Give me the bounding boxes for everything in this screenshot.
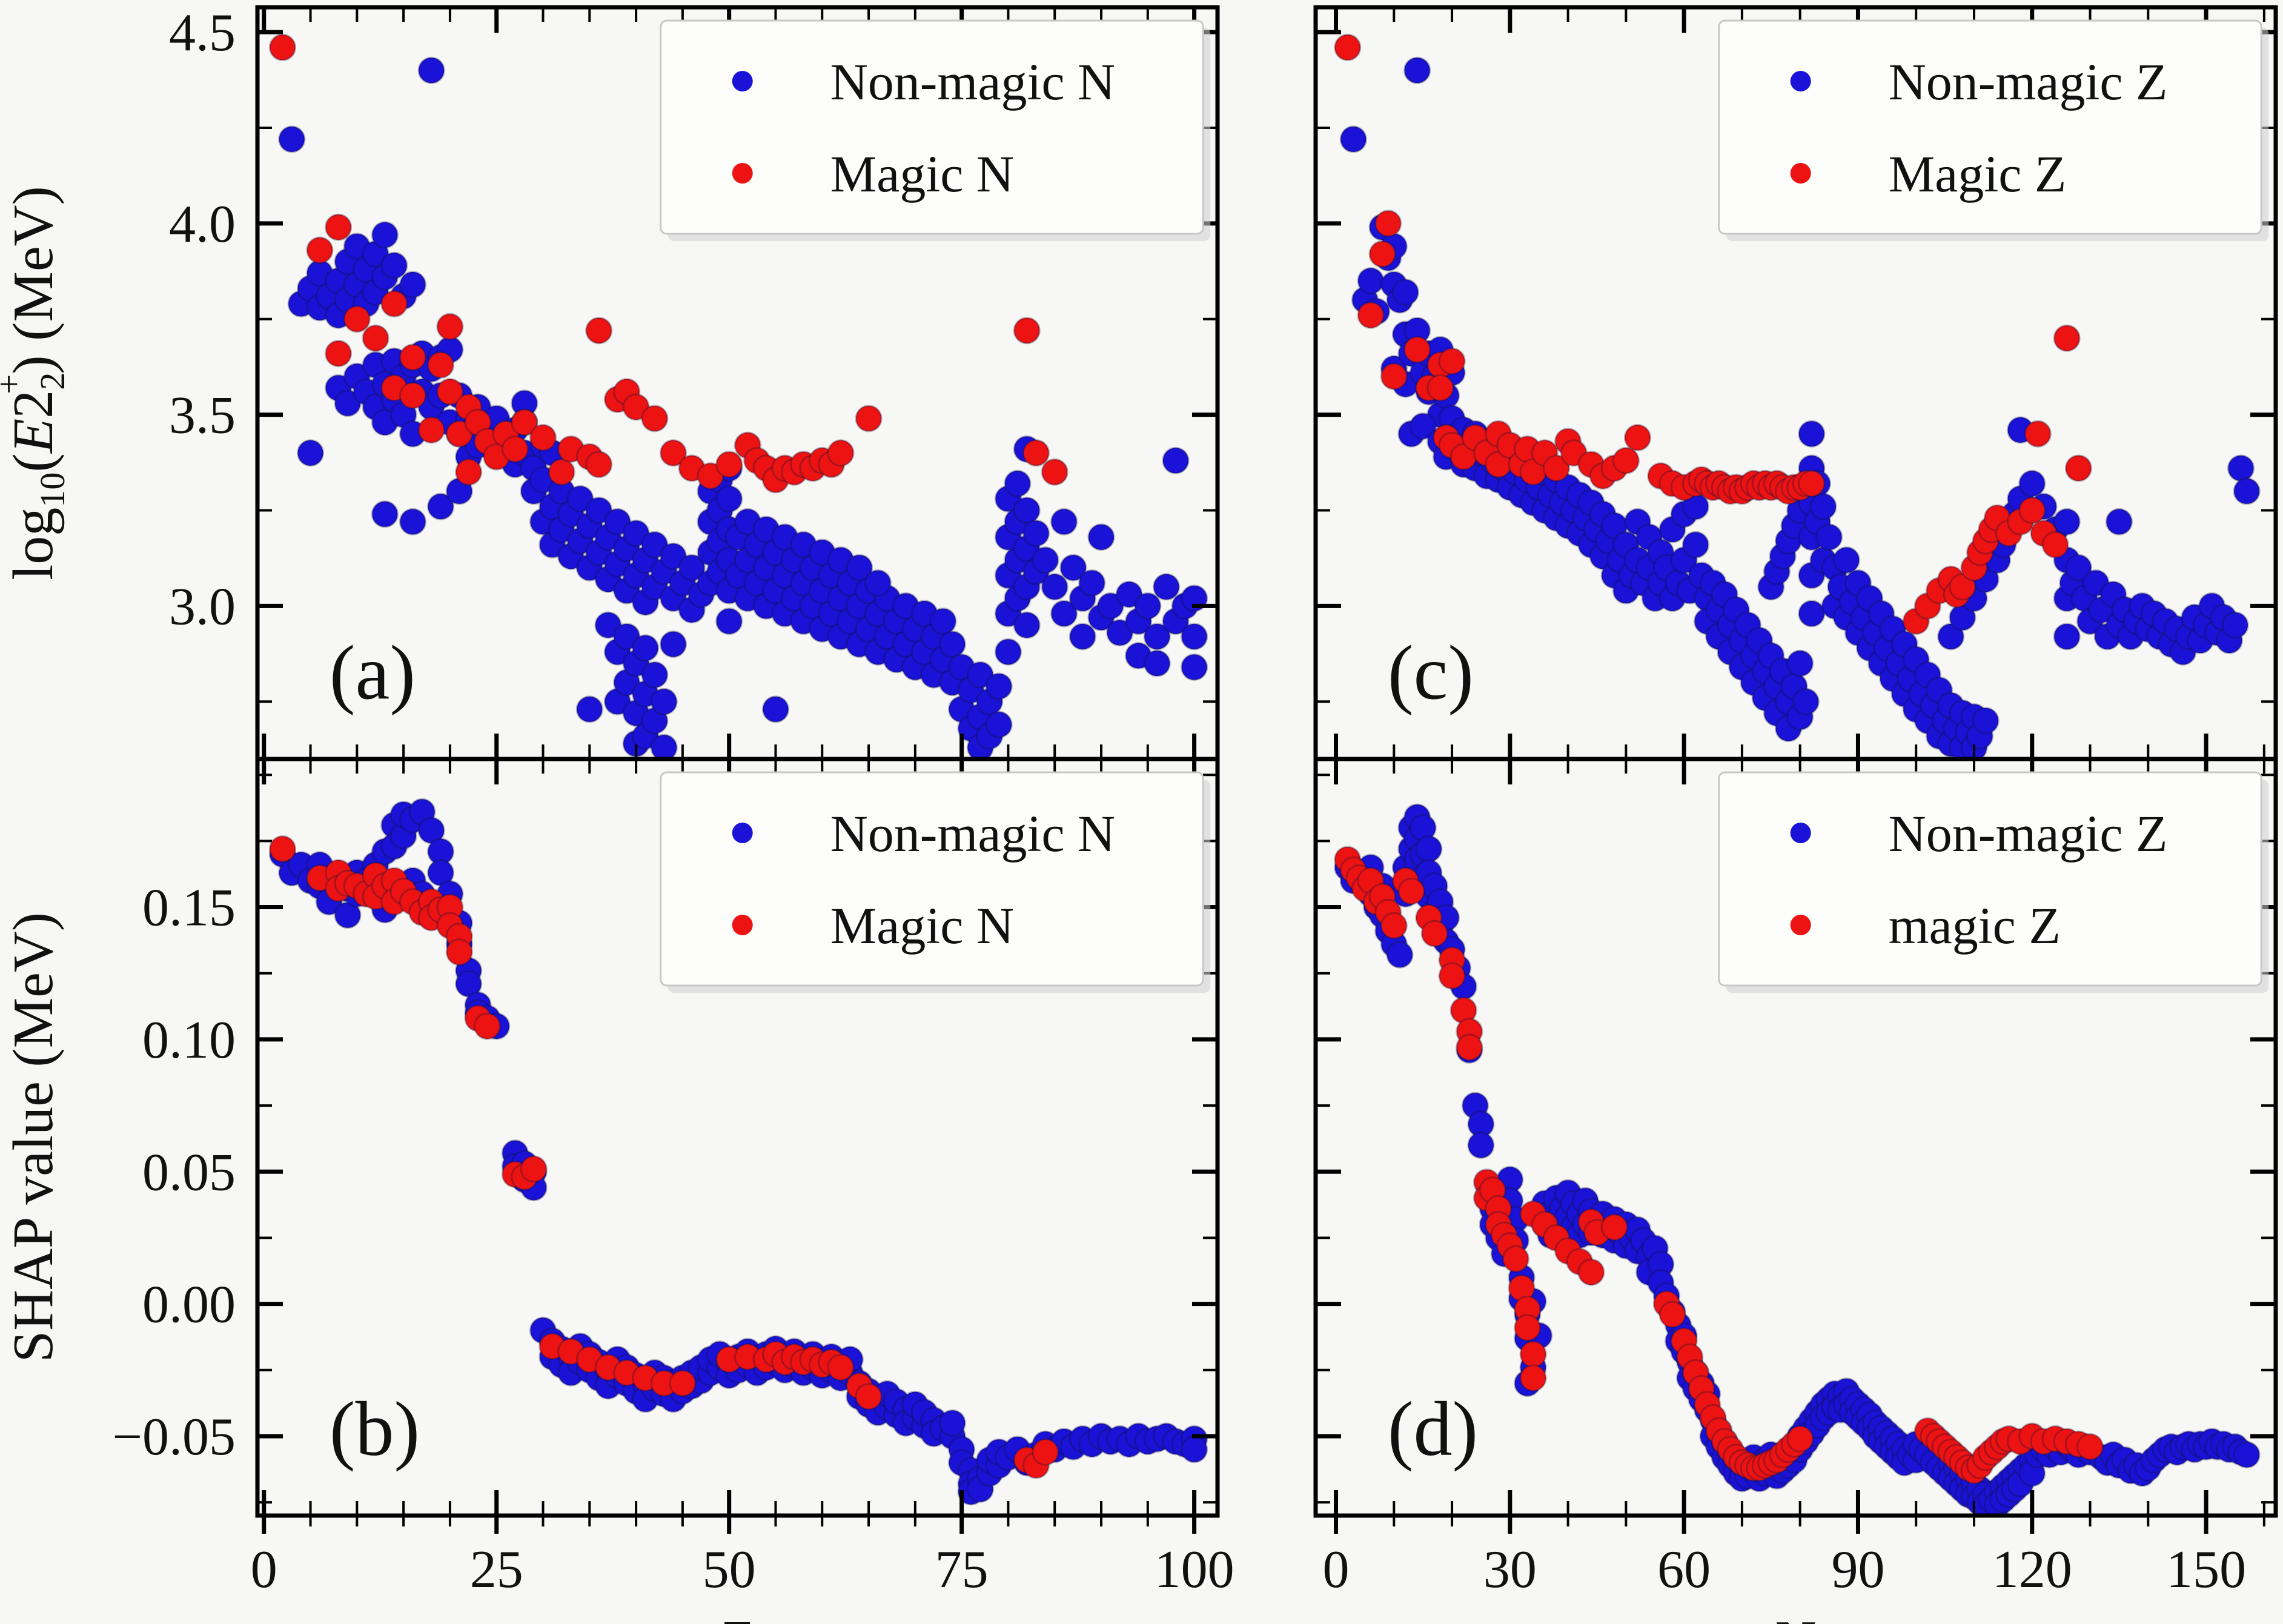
svg-text:90: 90	[1831, 1540, 1884, 1599]
legend-label: Magic N	[830, 145, 1014, 203]
svg-text:120: 120	[1992, 1540, 2072, 1599]
panel-a-series-red	[269, 33, 1069, 494]
panel-b-spines	[255, 757, 1220, 1518]
svg-text:0.00: 0.00	[142, 1276, 236, 1334]
svg-text:30: 30	[1483, 1540, 1537, 1599]
legend-marker-blue	[1790, 71, 1811, 91]
svg-text:25: 25	[470, 1540, 523, 1599]
panel-d-xtick-labels: 0 30 60 90 120 150	[1323, 1540, 2247, 1599]
panel-b: 0.15 0.10 0.05 0.00 −0.05 0 25 50 75 100 Z SHAP val…	[2, 757, 1234, 1624]
svg-text:0.15: 0.15	[142, 879, 236, 938]
svg-text:0: 0	[251, 1540, 277, 1599]
panel-c-ticks	[1316, 7, 2276, 759]
panel-c-legend: Non-magic Z Magic Z	[1718, 19, 2269, 241]
legend-box	[660, 771, 1204, 987]
panel-d: 0 30 60 90 120 150 N Non-magic Z magic Z (d)	[1313, 757, 2278, 1624]
svg-text:4.0: 4.0	[169, 195, 236, 254]
legend-label: magic Z	[1889, 897, 2061, 955]
panel-d-xlabel: N	[1775, 1609, 1817, 1624]
svg-text:4.5: 4.5	[169, 4, 236, 62]
panel-b-legend: Non-magic N Magic N	[660, 771, 1211, 993]
panel-a-points	[269, 33, 1208, 759]
legend-box	[1718, 771, 2262, 987]
panel-a: 4.5 4.0 3.5 3.0 log10(E22+) (MeV) Non-magic N…	[0, 4, 1220, 761]
svg-text:0: 0	[1323, 1540, 1350, 1599]
svg-text:3.0: 3.0	[169, 577, 236, 636]
legend-marker-blue	[1790, 823, 1811, 843]
panel-a-legend: Non-magic N Magic N	[660, 19, 1211, 241]
panel-c: Non-magic Z Magic Z (c)	[1313, 5, 2278, 761]
panel-d-points	[1334, 803, 2261, 1516]
svg-text:150: 150	[2166, 1540, 2246, 1599]
svg-text:−0.05: −0.05	[112, 1408, 236, 1467]
panel-d-ticks	[1316, 759, 2276, 1534]
panel-d-letter: (d)	[1388, 1386, 1478, 1472]
svg-text:0.05: 0.05	[142, 1143, 236, 1202]
legend-box	[1718, 19, 2262, 235]
panel-b-series-red	[269, 835, 1059, 1479]
legend-label: Non-magic Z	[1889, 804, 2168, 863]
svg-text:50: 50	[703, 1540, 756, 1599]
panel-b-ylabel: SHAP value (MeV)	[2, 912, 65, 1362]
svg-text:0.10: 0.10	[142, 1011, 236, 1070]
panel-c-letter: (c)	[1388, 630, 1474, 716]
legend-label: Non-magic N	[830, 53, 1115, 111]
panel-c-series-red	[1334, 33, 2092, 635]
legend-label: Magic Z	[1889, 145, 2067, 203]
legend-label: Magic N	[830, 897, 1014, 955]
panel-b-xlabel: Z	[720, 1609, 755, 1624]
panel-b-points	[269, 798, 1208, 1506]
panel-d-series-red	[1334, 846, 2104, 1485]
legend-marker-red	[1790, 163, 1811, 184]
legend-marker-red	[732, 915, 753, 935]
panel-a-ytick-labels: 4.5 4.0 3.5 3.0	[169, 4, 236, 636]
panel-b-xtick-labels: 0 25 50 75 100	[251, 1540, 1234, 1599]
legend-marker-red	[1790, 915, 1811, 935]
panel-c-points	[1334, 33, 2261, 759]
svg-text:60: 60	[1657, 1540, 1711, 1599]
panel-a-letter: (a)	[330, 630, 416, 716]
legend-marker-red	[732, 163, 753, 184]
legend-label: Non-magic Z	[1889, 53, 2168, 111]
legend-marker-blue	[732, 823, 753, 843]
panel-b-ytick-labels: 0.15 0.10 0.05 0.00 −0.05	[112, 879, 236, 1467]
panel-b-letter: (b)	[330, 1386, 420, 1472]
legend-label: Non-magic N	[830, 804, 1115, 863]
svg-text:75: 75	[935, 1540, 989, 1599]
panel-a-ylabel: log10(E22+) (MeV)	[0, 186, 72, 580]
panel-d-legend: Non-magic Z magic Z	[1718, 771, 2269, 993]
legend-marker-blue	[732, 71, 753, 91]
svg-text:3.5: 3.5	[169, 386, 236, 445]
panel-d-spines	[1313, 757, 2278, 1518]
legend-box	[660, 19, 1204, 235]
svg-text:100: 100	[1155, 1540, 1234, 1599]
